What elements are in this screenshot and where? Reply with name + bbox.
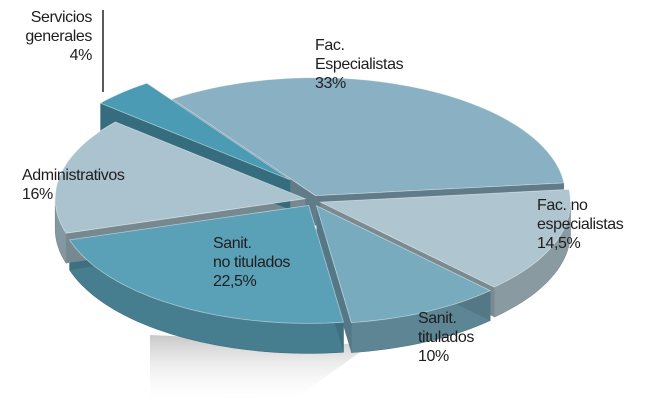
category-label: Sanit. titulados xyxy=(418,310,474,346)
category-label: Administrativos xyxy=(22,167,125,184)
slice xyxy=(68,204,345,324)
value-label: 22,5% xyxy=(213,273,257,290)
slice-label: Sanit. no titulados 22,5% xyxy=(213,234,290,291)
slice-label: Fac. Especialistas 33% xyxy=(315,36,404,93)
slice xyxy=(315,204,492,324)
slice xyxy=(171,77,565,197)
slice-face xyxy=(316,205,352,353)
slice-label: Sanit. titulados 10% xyxy=(418,309,474,366)
slice-label: Servicios generales 4% xyxy=(25,8,92,65)
value-label: 4% xyxy=(69,47,93,64)
slice xyxy=(54,121,307,234)
value-label: 14,5% xyxy=(537,235,581,252)
category-label: Fac. no especialistas xyxy=(537,197,624,233)
slice xyxy=(99,82,291,181)
value-label: 33% xyxy=(315,75,346,92)
slice xyxy=(318,188,571,288)
category-label: Servicios generales xyxy=(25,9,92,45)
value-label: 16% xyxy=(22,186,53,203)
slice-label: Fac. no especialistas 14,5% xyxy=(537,196,624,253)
slice-label: Administrativos 16% xyxy=(22,166,125,204)
category-label: Fac. Especialistas xyxy=(315,37,404,73)
category-label: Sanit. no titulados xyxy=(213,235,291,271)
value-label: 10% xyxy=(418,348,449,365)
